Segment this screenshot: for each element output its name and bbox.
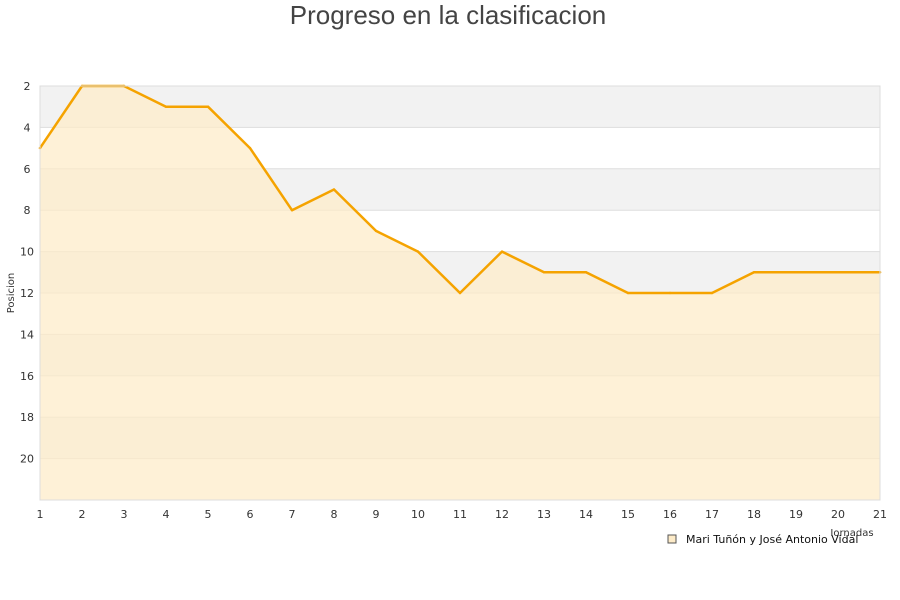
x-tick-label: 2 — [79, 508, 86, 521]
chart-title: Progreso en la clasificacion — [290, 0, 607, 30]
data-point — [416, 250, 420, 253]
y-tick-label: 6 — [24, 163, 31, 176]
x-tick-label: 21 — [873, 508, 887, 521]
x-tick-label: 8 — [331, 508, 338, 521]
x-tick-label: 5 — [205, 508, 212, 521]
x-axis-ticks: 1 2 3 4 5 6 7 8 9 10 11 12 13 14 15 16 17 18 19 20 21 — [37, 508, 888, 521]
x-tick-label: 16 — [663, 508, 677, 521]
legend-label: Mari Tuñón y José Antonio Vidal — [686, 533, 858, 546]
data-point — [794, 271, 798, 274]
y-tick-label: 8 — [24, 204, 31, 217]
plot-frame — [39, 85, 881, 501]
y-tick-label: 18 — [20, 411, 34, 424]
data-point — [542, 271, 546, 274]
y-tick-label: 14 — [20, 328, 34, 341]
x-tick-label: 11 — [453, 508, 467, 521]
x-axis-label: Jornadas — [829, 528, 873, 539]
y-axis-ticks: 2 4 6 8 10 12 14 16 18 20 — [20, 80, 34, 466]
data-point — [836, 271, 840, 274]
data-point — [374, 229, 378, 233]
data-point — [290, 209, 294, 212]
x-tick-label: 17 — [705, 508, 719, 521]
legend: Mari Tuñón y José Antonio Vidal — [667, 533, 858, 546]
x-tick-label: 18 — [747, 508, 761, 521]
data-point — [584, 271, 588, 274]
data-point — [164, 105, 168, 108]
y-tick-label: 20 — [20, 453, 34, 466]
x-tick-label: 9 — [373, 508, 380, 521]
series-layer — [38, 84, 882, 500]
data-point — [458, 291, 462, 295]
data-point — [710, 291, 714, 295]
x-tick-label: 1 — [37, 508, 44, 521]
y-tick-label: 4 — [24, 121, 31, 134]
x-axis-label-clip: Jornadas — [829, 528, 873, 539]
data-point — [668, 291, 672, 295]
data-point — [626, 291, 630, 295]
x-tick-label: 15 — [621, 508, 635, 521]
x-tick-label: 7 — [289, 508, 296, 521]
x-tick-label: 3 — [121, 508, 128, 521]
y-tick-label: 16 — [20, 370, 34, 383]
data-point — [500, 250, 504, 253]
x-tick-label: 12 — [495, 508, 509, 521]
x-tick-label: 6 — [247, 508, 254, 521]
x-tick-label: 14 — [579, 508, 593, 521]
x-tick-label: 20 — [831, 508, 845, 521]
data-point — [752, 271, 756, 274]
y-axis-label: Posicion — [6, 273, 17, 314]
x-tick-label: 4 — [163, 508, 170, 521]
x-tick-label: 19 — [789, 508, 803, 521]
y-tick-label: 12 — [20, 287, 34, 300]
y-tick-label: 10 — [20, 246, 34, 259]
y-tick-label: 2 — [24, 80, 31, 93]
legend-swatch — [667, 534, 677, 544]
data-point — [248, 146, 252, 150]
data-point — [206, 105, 210, 108]
x-tick-label: 10 — [411, 508, 425, 521]
data-point — [332, 188, 336, 191]
x-tick-label: 13 — [537, 508, 551, 521]
